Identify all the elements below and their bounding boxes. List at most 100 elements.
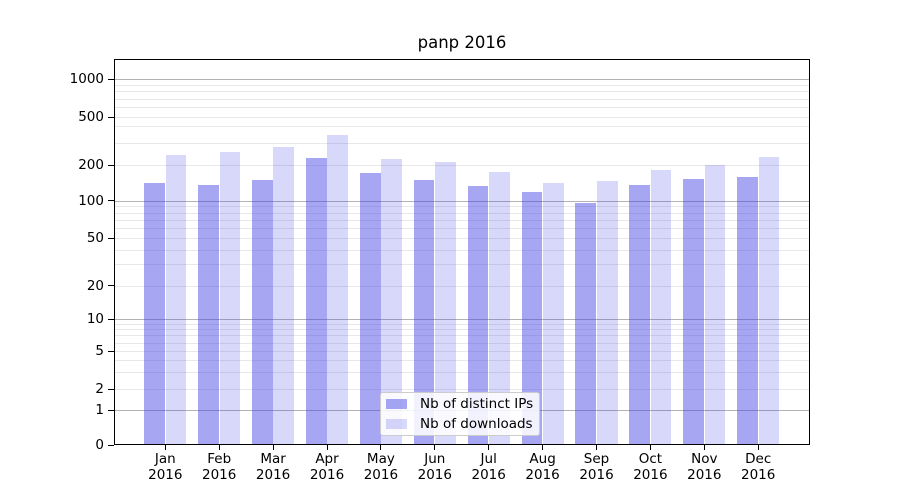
x-tick-label: May 2016 xyxy=(346,451,416,483)
bar-distinct-ips xyxy=(575,202,597,445)
minor-gridline xyxy=(114,249,810,251)
x-tick xyxy=(542,445,544,450)
x-tick-label: Oct 2016 xyxy=(615,451,685,483)
x-tick xyxy=(488,445,490,450)
x-tick-label-line: Aug xyxy=(529,451,556,467)
y-tick xyxy=(108,164,114,166)
minor-gridline xyxy=(114,372,810,374)
x-tick-label: Nov 2016 xyxy=(669,451,739,483)
x-tick xyxy=(757,445,759,450)
bar-distinct-ips xyxy=(305,158,327,445)
bar-downloads xyxy=(165,155,187,445)
bar-distinct-ips xyxy=(359,173,381,445)
bar-distinct-ips xyxy=(413,180,435,445)
y-tick xyxy=(108,285,114,286)
y-tick xyxy=(108,409,114,411)
major-gridline xyxy=(114,319,810,320)
minor-gridline xyxy=(114,126,810,127)
legend-label-downloads: Nb of downloads xyxy=(420,416,533,432)
y-tick xyxy=(108,444,114,446)
x-tick-label-line: 2016 xyxy=(309,467,345,483)
legend-label-distinct-ips: Nb of distinct IPs xyxy=(420,396,534,412)
minor-gridline xyxy=(114,84,810,86)
x-tick-label-line: 2016 xyxy=(525,467,560,483)
y-tick xyxy=(108,200,114,201)
x-tick-label-line: Sep xyxy=(583,451,610,467)
bar-downloads xyxy=(327,135,349,445)
minor-gridline xyxy=(114,323,810,325)
x-tick-label-line: 2016 xyxy=(363,467,399,483)
minor-gridline xyxy=(114,389,810,390)
x-tick-label-line: Feb xyxy=(207,451,232,467)
bar-distinct-ips xyxy=(629,185,651,445)
x-tick-label-line: Nov xyxy=(691,451,718,467)
x-tick xyxy=(326,445,328,450)
bar-downloads xyxy=(704,165,726,445)
x-tick-label: Jan 2016 xyxy=(130,451,200,483)
x-tick-label: Feb 2016 xyxy=(184,451,254,483)
minor-gridline xyxy=(114,219,810,221)
minor-gridline xyxy=(114,98,810,100)
minor-gridline xyxy=(114,285,810,287)
legend-item-distinct-ips: Nb of distinct IPs xyxy=(386,394,534,414)
bar-distinct-ips xyxy=(683,179,704,445)
x-tick xyxy=(380,445,382,450)
x-tick-label-line: 2016 xyxy=(471,467,506,483)
bar-downloads xyxy=(219,152,241,445)
x-tick-label-line: May xyxy=(366,451,395,467)
bar-downloads xyxy=(596,180,618,445)
minor-gridline xyxy=(114,264,810,266)
major-gridline xyxy=(114,200,810,202)
x-tick-label-line: Jul xyxy=(480,451,497,467)
x-tick-label: Jul 2016 xyxy=(454,451,524,483)
y-tick-label: 0 xyxy=(95,437,104,453)
minor-gridline xyxy=(114,335,810,337)
bar-distinct-ips xyxy=(252,179,273,445)
major-gridline xyxy=(114,79,810,80)
minor-gridline xyxy=(114,342,810,344)
x-tick-label-line: Mar xyxy=(260,451,286,467)
minor-gridline xyxy=(114,107,810,108)
plot-area xyxy=(114,59,810,445)
y-tick-label: 100 xyxy=(78,192,104,209)
x-tick-label-line: Jan xyxy=(154,451,176,467)
x-tick xyxy=(649,445,651,450)
bar-downloads xyxy=(273,147,295,445)
y-tick xyxy=(108,116,114,118)
y-tick-label: 1 xyxy=(95,402,104,418)
minor-gridline xyxy=(114,329,810,331)
x-tick-label: Aug 2016 xyxy=(508,451,578,483)
minor-gridline xyxy=(114,91,810,93)
legend: Nb of distinct IPs Nb of downloads xyxy=(380,392,540,436)
x-tick-label-line: 2016 xyxy=(687,467,722,483)
x-tick xyxy=(596,445,597,450)
y-tick xyxy=(108,318,114,320)
minor-gridline xyxy=(114,212,810,214)
bar-downloads xyxy=(435,161,456,445)
bar-downloads xyxy=(650,170,672,445)
y-tick xyxy=(108,237,114,239)
bar-downloads xyxy=(381,159,402,445)
y-tick-label: 2 xyxy=(95,381,104,397)
y-tick-label: 50 xyxy=(86,230,104,246)
y-tick xyxy=(108,350,114,352)
y-tick xyxy=(108,78,114,80)
bar-distinct-ips xyxy=(737,177,758,445)
y-tick-label: 1000 xyxy=(69,71,104,87)
x-tick-label-line: 2016 xyxy=(417,467,452,483)
minor-gridline xyxy=(114,360,810,362)
y-tick-label: 5 xyxy=(95,343,104,359)
bar-downloads xyxy=(542,182,564,445)
x-tick-label-line: Jun xyxy=(424,451,446,467)
legend-swatch-downloads-icon xyxy=(386,419,407,429)
bar-distinct-ips xyxy=(521,192,543,445)
x-tick xyxy=(703,445,705,450)
minor-gridline xyxy=(114,238,810,239)
bar-distinct-ips xyxy=(198,185,219,445)
x-tick-label-line: 2016 xyxy=(148,467,183,483)
x-tick-label-line: Apr xyxy=(315,451,339,467)
y-tick-label: 10 xyxy=(86,311,104,327)
x-tick xyxy=(434,445,436,450)
minor-gridline xyxy=(114,228,810,230)
